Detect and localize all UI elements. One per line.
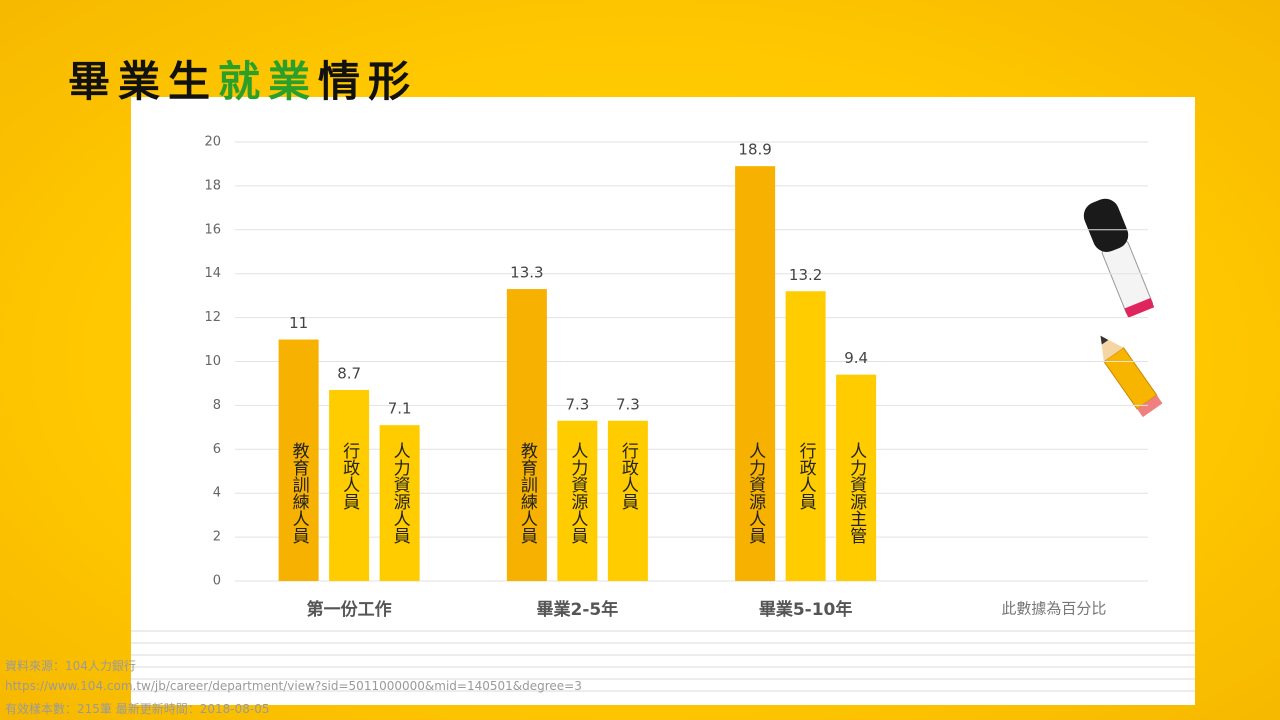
y-tick-label: 12 <box>204 310 221 325</box>
value-label: 7.1 <box>388 400 412 418</box>
y-tick-label: 16 <box>204 222 221 237</box>
y-tick-label: 2 <box>213 530 221 545</box>
bar <box>557 420 598 581</box>
bar <box>278 339 319 581</box>
x-tick-label: 第一份工作 <box>307 599 392 620</box>
value-label: 13.2 <box>789 266 822 284</box>
y-tick-label: 6 <box>213 442 221 457</box>
footer-sample: 有效樣本數：215筆 最新更新時間：2018-08-05 <box>5 702 270 716</box>
title-part: 情形 <box>318 57 419 106</box>
value-label: 7.3 <box>616 395 640 413</box>
value-label: 18.9 <box>738 141 771 159</box>
value-label: 9.4 <box>844 349 868 367</box>
note: 此數據為百分比 <box>1001 600 1106 618</box>
bar <box>735 166 776 581</box>
y-tick-label: 0 <box>213 574 221 589</box>
value-label: 11 <box>289 314 308 332</box>
y-tick-label: 4 <box>213 486 221 501</box>
title-part: 就業 <box>218 57 319 106</box>
bar-label: 教育訓練人員 <box>517 442 538 544</box>
bar-label: 人力資源人員 <box>745 442 766 544</box>
title: 畢業生就業情形 <box>68 48 418 109</box>
footer-source: 資料來源：104人力銀行 <box>5 659 136 673</box>
y-tick-label: 18 <box>204 178 221 193</box>
bar <box>607 420 648 581</box>
paper-lines <box>131 630 1195 692</box>
bar <box>836 374 877 581</box>
bar <box>379 425 420 581</box>
y-tick-label: 8 <box>213 398 221 413</box>
value-label: 13.3 <box>510 264 543 282</box>
bar <box>329 390 370 581</box>
bar <box>506 289 547 581</box>
bar-label: 人力資源人員 <box>390 442 411 544</box>
bar-label: 行政人員 <box>618 442 639 510</box>
bar-label: 人力資源人員 <box>567 442 588 544</box>
value-label: 7.3 <box>565 395 589 413</box>
y-tick-label: 10 <box>204 354 221 369</box>
y-tick-label: 14 <box>204 266 221 281</box>
bar-label: 行政人員 <box>339 442 360 510</box>
bar-label: 教育訓練人員 <box>289 442 310 544</box>
x-tick-label: 畢業2-5年 <box>537 599 619 620</box>
bar-label: 行政人員 <box>796 442 817 510</box>
title-part: 畢業生 <box>68 57 219 106</box>
bar <box>785 291 826 581</box>
marker <box>1083 198 1155 318</box>
value-label: 8.7 <box>337 365 361 383</box>
y-tick-label: 20 <box>204 135 221 150</box>
bar-label: 人力資源主管 <box>846 442 867 544</box>
pencil <box>1100 335 1163 418</box>
x-tick-label: 畢業5-10年 <box>759 599 853 620</box>
footer-url: https://www.104.com.tw/jb/career/departm… <box>5 679 582 693</box>
